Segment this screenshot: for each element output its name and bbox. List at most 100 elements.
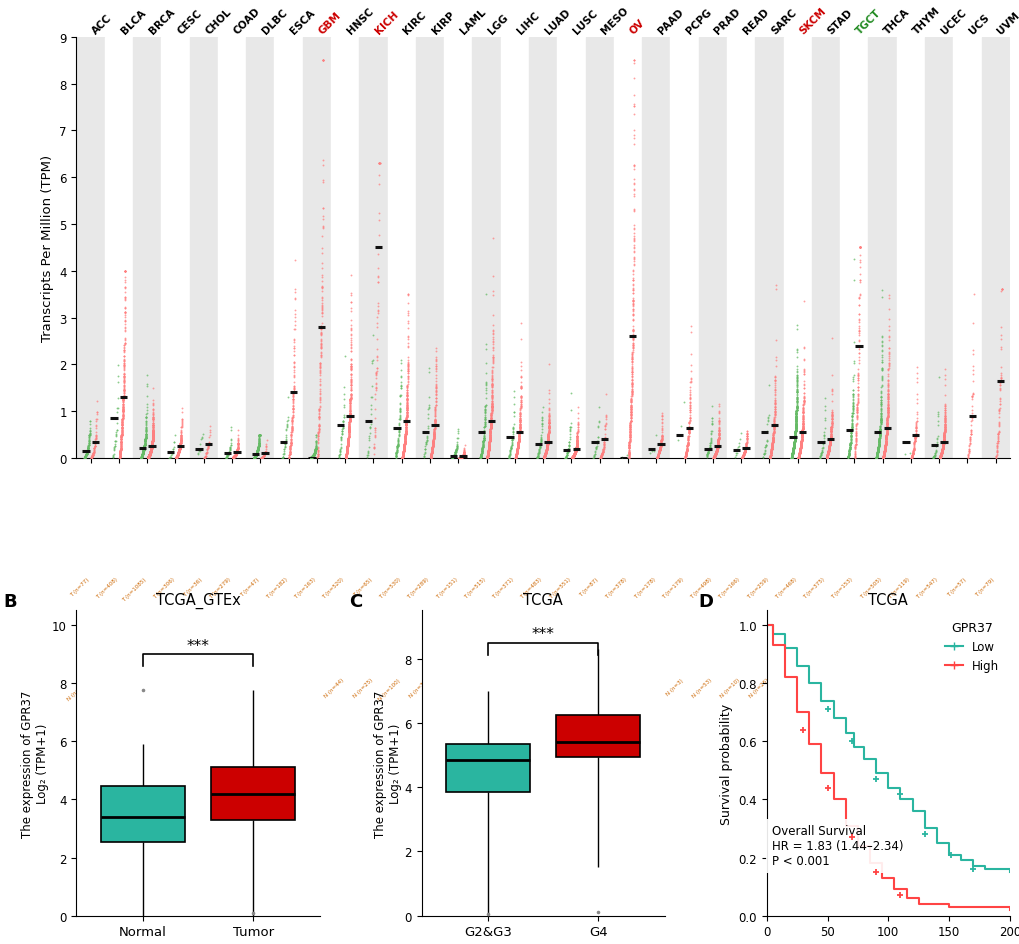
- Y-axis label: Transcripts Per Million (TPM): Transcripts Per Million (TPM): [41, 155, 54, 342]
- Point: [626, 123, 642, 138]
- Point: [762, 446, 779, 461]
- Point: [867, 450, 883, 465]
- Point: [534, 410, 550, 425]
- Point: [787, 427, 803, 442]
- Point: [390, 431, 407, 447]
- Point: [340, 422, 357, 437]
- Point: [113, 428, 129, 443]
- Point: [281, 445, 298, 460]
- Point: [812, 447, 828, 462]
- Point: [114, 418, 130, 433]
- Point: [533, 432, 549, 447]
- Point: [337, 450, 354, 465]
- Point: [623, 390, 639, 405]
- Point: [484, 334, 500, 349]
- Point: [140, 450, 156, 465]
- Point: [481, 428, 497, 443]
- Point: [144, 438, 160, 453]
- Point: [250, 443, 266, 458]
- Point: [395, 445, 412, 460]
- Point: [144, 436, 160, 451]
- Point: [140, 450, 156, 465]
- Point: [132, 450, 149, 465]
- Point: [77, 448, 94, 464]
- Point: [783, 448, 799, 464]
- Point: [784, 447, 800, 463]
- Point: [566, 448, 582, 464]
- Point: [252, 428, 268, 443]
- Point: [785, 442, 801, 457]
- Point: [792, 436, 808, 451]
- Point: [784, 448, 800, 464]
- Point: [511, 432, 527, 447]
- Point: [903, 449, 919, 464]
- Point: [791, 447, 807, 463]
- Point: [705, 451, 721, 466]
- Point: [818, 449, 835, 464]
- Point: [869, 442, 886, 457]
- Point: [535, 451, 551, 466]
- Point: [143, 443, 159, 458]
- Point: [283, 424, 300, 439]
- Point: [787, 416, 803, 431]
- Point: [538, 443, 554, 458]
- Point: [847, 425, 863, 440]
- Point: [398, 395, 415, 410]
- Point: [794, 423, 810, 438]
- Point: [621, 434, 637, 449]
- Point: [788, 405, 804, 420]
- Point: [931, 448, 948, 464]
- Point: [249, 444, 265, 459]
- Point: [540, 425, 556, 440]
- Point: [308, 439, 324, 454]
- Point: [621, 436, 637, 451]
- Point: [483, 398, 499, 413]
- Point: [730, 440, 746, 455]
- Point: [397, 426, 414, 441]
- Point: [879, 400, 896, 415]
- Point: [341, 410, 358, 425]
- Point: [935, 429, 952, 444]
- Point: [539, 430, 555, 446]
- Point: [423, 447, 439, 463]
- Point: [540, 426, 556, 441]
- Point: [228, 445, 245, 460]
- Point: [143, 443, 159, 458]
- Point: [962, 427, 978, 442]
- Point: [819, 445, 836, 460]
- Point: [335, 411, 352, 426]
- Point: [682, 397, 698, 413]
- Point: [818, 448, 835, 464]
- Point: [371, 157, 387, 172]
- Point: [251, 428, 267, 443]
- Point: [479, 447, 495, 463]
- Point: [423, 446, 439, 461]
- Point: [566, 446, 582, 461]
- Point: [250, 441, 266, 456]
- Point: [399, 362, 416, 378]
- Point: [142, 445, 158, 460]
- Point: [787, 427, 803, 442]
- Point: [482, 417, 498, 432]
- Point: [844, 393, 860, 408]
- Point: [788, 408, 804, 423]
- Point: [847, 437, 863, 452]
- Point: [170, 446, 186, 461]
- Point: [170, 447, 186, 462]
- Point: [249, 447, 265, 462]
- Point: [993, 332, 1009, 347]
- Point: [559, 442, 576, 457]
- Point: [422, 450, 438, 465]
- Point: [765, 413, 782, 429]
- Point: [502, 441, 519, 456]
- Point: [787, 427, 803, 442]
- Point: [736, 445, 752, 460]
- Point: [163, 448, 179, 464]
- Point: [447, 443, 464, 458]
- Point: [304, 449, 320, 464]
- Point: [144, 435, 160, 450]
- Point: [424, 443, 440, 458]
- Point: [784, 446, 800, 461]
- Point: [480, 444, 496, 459]
- Point: [340, 431, 357, 447]
